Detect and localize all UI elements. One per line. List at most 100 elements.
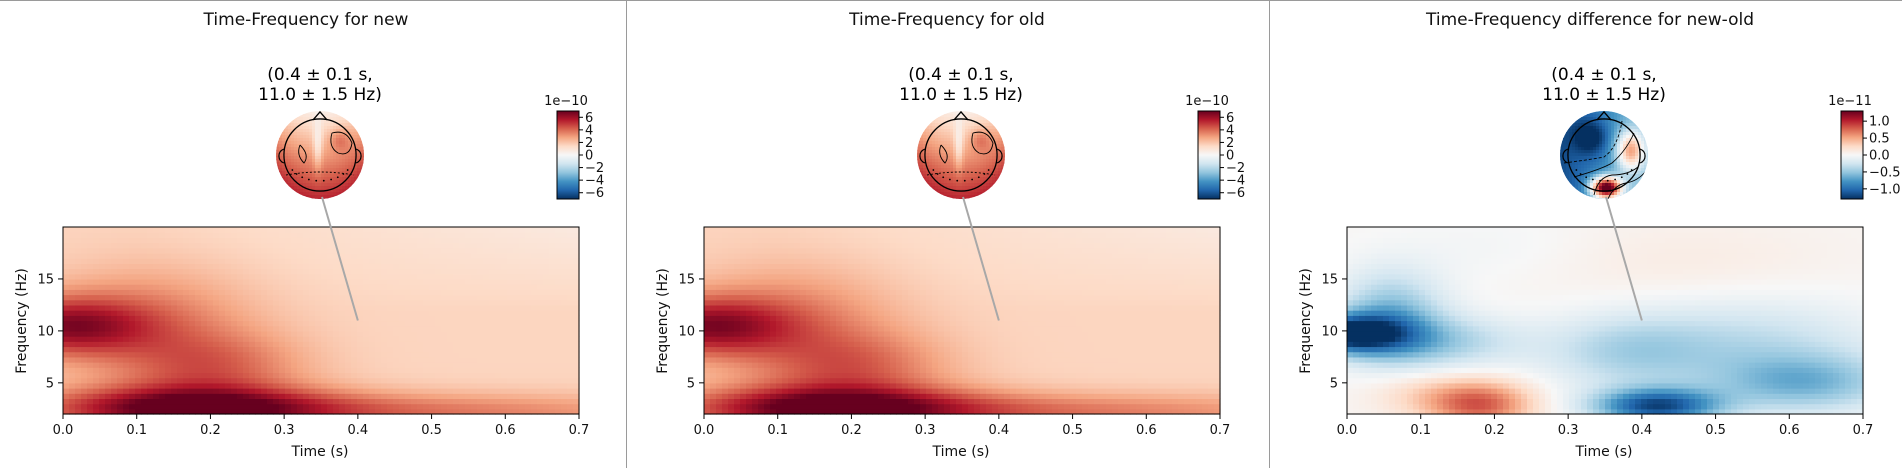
heatmap-cell xyxy=(165,403,172,410)
heatmap-cell xyxy=(519,252,526,259)
heatmap-cell xyxy=(165,398,172,405)
topomap-pixel xyxy=(923,177,927,181)
topomap-pixel xyxy=(974,195,978,199)
heatmap-cell xyxy=(219,237,226,244)
topomap-pixel xyxy=(917,171,921,175)
heatmap-cell xyxy=(117,398,124,405)
topomap-pixel xyxy=(935,111,939,115)
heatmap-cell xyxy=(213,299,220,306)
heatmap-cell xyxy=(207,263,214,270)
topomap-pixel xyxy=(333,123,337,127)
heatmap-cell xyxy=(429,299,436,306)
topomap-pixel xyxy=(330,123,334,127)
heatmap-cell xyxy=(87,377,94,384)
heatmap-cell xyxy=(507,278,514,285)
heatmap-cell xyxy=(87,372,94,379)
heatmap-cell xyxy=(213,227,220,233)
topomap-pixel xyxy=(276,150,280,154)
heatmap-cell xyxy=(63,315,70,322)
heatmap-cell xyxy=(555,263,562,270)
topomap-pixel xyxy=(950,168,954,172)
heatmap-cell xyxy=(513,258,520,264)
heatmap-cell xyxy=(399,336,406,342)
heatmap-cell xyxy=(357,304,364,311)
heatmap-cell xyxy=(153,330,160,337)
heatmap-cell xyxy=(441,242,448,249)
topomap-pixel xyxy=(935,198,939,199)
heatmap-cell xyxy=(573,325,580,332)
heatmap-cell xyxy=(423,398,430,405)
topomap-pixel xyxy=(345,159,349,163)
heatmap-cell xyxy=(111,315,118,322)
heatmap-cell xyxy=(495,336,502,342)
heatmap-cell xyxy=(489,377,496,384)
heatmap-cell xyxy=(135,289,142,296)
topomap-pixel xyxy=(345,138,349,142)
heatmap-cell xyxy=(99,289,106,296)
heatmap-cell xyxy=(315,408,322,415)
heatmap-cell xyxy=(375,278,382,285)
heatmap-cell xyxy=(333,393,340,400)
heatmap-cell xyxy=(543,273,550,280)
topomap-pixel xyxy=(354,114,358,118)
topomap-pixel xyxy=(351,162,355,166)
heatmap-cell xyxy=(99,268,106,275)
heatmap-cell xyxy=(75,336,82,342)
heatmap-cell xyxy=(453,273,460,280)
heatmap-cell xyxy=(141,294,148,301)
heatmap-cell xyxy=(441,341,448,348)
heatmap-cell xyxy=(513,284,520,290)
topomap-pixel xyxy=(291,138,295,142)
heatmap-cell xyxy=(141,289,148,296)
heatmap-cell xyxy=(387,289,394,296)
heatmap-cell xyxy=(387,336,394,342)
heatmap-cell xyxy=(189,336,196,342)
topomap-pixel xyxy=(1004,186,1005,190)
topomap-pixel xyxy=(944,135,948,139)
topomap-pixel xyxy=(333,132,337,136)
topomap-pixel xyxy=(300,153,304,157)
heatmap-cell xyxy=(207,398,214,405)
topomap-pixel xyxy=(995,117,999,121)
heatmap-cell xyxy=(99,341,106,348)
topomap-pixel xyxy=(947,132,951,136)
heatmap-cell xyxy=(165,237,172,244)
heatmap-cell xyxy=(321,372,328,379)
heatmap-cell xyxy=(519,341,526,348)
heatmap-cell xyxy=(405,388,412,394)
topomap-pixel xyxy=(935,144,939,148)
heatmap-cell xyxy=(525,289,532,296)
topomap-pixel xyxy=(962,186,966,190)
topomap-pixel xyxy=(354,144,358,148)
sensor-dot xyxy=(315,179,318,182)
heatmap-cell xyxy=(459,330,466,337)
heatmap-cell xyxy=(447,356,454,363)
heatmap-cell xyxy=(159,273,166,280)
topomap-pixel xyxy=(291,180,295,184)
topomap-pixel xyxy=(303,144,307,148)
heatmap-cell xyxy=(171,330,178,337)
heatmap-cell xyxy=(513,263,520,270)
topomap-pixel xyxy=(986,153,990,157)
heatmap-cell xyxy=(183,252,190,259)
heatmap-cell xyxy=(345,393,352,400)
heatmap-cell xyxy=(363,367,370,374)
heatmap-cell xyxy=(63,310,70,316)
heatmap-cell xyxy=(519,377,526,384)
heatmap-cell xyxy=(429,273,436,280)
heatmap-cell xyxy=(501,252,508,259)
heatmap-cell xyxy=(357,382,364,389)
topomap-pixel xyxy=(926,174,930,178)
topomap-pixel xyxy=(974,126,978,130)
heatmap-cell xyxy=(369,315,376,322)
topomap-pixel xyxy=(1004,180,1005,184)
topomap-pixel xyxy=(306,117,310,121)
topomap-pixel xyxy=(339,168,343,172)
heatmap-cell xyxy=(111,377,118,384)
topomap-pixel xyxy=(339,171,343,175)
heatmap-cell xyxy=(471,304,478,311)
heatmap-cell xyxy=(225,278,232,285)
heatmap-cell xyxy=(225,351,232,358)
heatmap-cell xyxy=(531,258,538,264)
heatmap-cell xyxy=(81,367,88,374)
